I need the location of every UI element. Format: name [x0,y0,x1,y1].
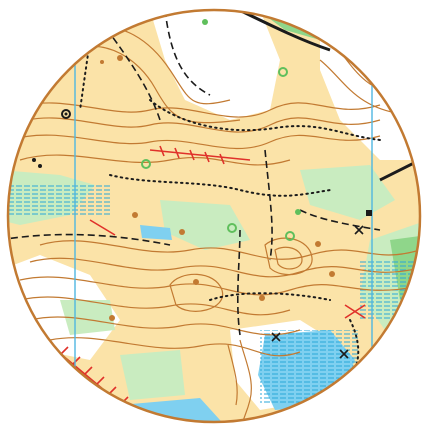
vegetation [300,165,395,220]
green-dot [202,19,208,25]
path [149,99,381,141]
track [236,229,241,336]
knoll-dot [109,315,115,321]
knoll-dot [100,60,104,64]
fence-ticks [159,145,225,165]
marsh [8,185,110,215]
track [299,209,381,231]
knoll-dot [329,271,335,277]
black-dot [32,158,36,162]
contour-line [9,117,381,133]
black-dot [38,164,42,168]
open-area [150,10,280,120]
contour-line [19,154,291,166]
knoll-dot [117,55,123,61]
contour-line [39,240,420,260]
knoll-dot [132,212,138,218]
track [8,233,171,246]
contour-line [29,257,420,278]
pond [140,225,172,240]
path [109,174,331,197]
contours [9,26,420,422]
vegetation [160,200,250,250]
special-feature-ring [61,109,71,119]
cross [339,349,349,359]
special-feature-dot [64,112,68,116]
contour-line [49,337,301,357]
vegetation [60,300,115,335]
crosses [271,225,364,359]
path [209,292,331,301]
green-circle [227,223,237,233]
green-dot [295,209,301,215]
green-features [141,67,295,241]
fence [149,149,251,161]
track [264,149,273,261]
contour-line [227,344,238,406]
fence-cross [344,304,366,319]
vegetation [120,350,185,400]
contour-line [29,316,301,336]
green-circle [285,231,295,241]
map-border [6,8,422,424]
cross [271,332,281,342]
contour-line [19,276,420,296]
building [366,210,372,216]
fence [89,219,116,236]
knoll-dot [179,229,185,235]
knoll-dot [259,295,265,301]
green-circle [278,67,288,77]
knolls [100,55,335,321]
track [164,10,211,96]
cross [354,225,364,235]
contour-knoll [169,273,224,312]
contour-knoll [264,237,313,276]
contour-line [239,339,252,422]
contour-knoll [274,246,303,270]
knoll-dot [193,279,199,285]
lake [110,398,230,422]
contour-line [19,296,291,316]
green-circle [141,159,151,169]
contour-line [9,134,381,150]
fence-ticks [59,346,129,406]
knoll-dot [315,241,321,247]
marsh [260,330,360,405]
contour-line [74,45,241,124]
